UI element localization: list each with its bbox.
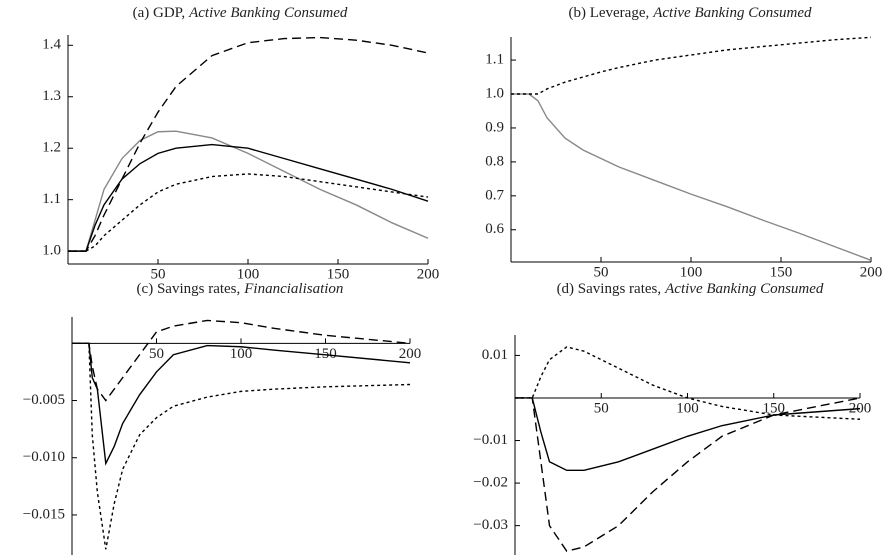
title-main: (a) GDP, — [133, 5, 186, 21]
x-tick-label: 200 — [399, 346, 422, 362]
title-emphasis: Active Banking Consumed — [652, 5, 812, 21]
panel-title: (d) Savings rates, Active Banking Consume… — [557, 281, 824, 297]
y-tick-label: −0.010 — [23, 449, 65, 465]
series-line — [68, 173, 429, 252]
series-line — [72, 319, 411, 402]
series-line — [511, 93, 872, 261]
panel: (a) GDP, Active Banking Consumed 50 100 150 2… — [42, 5, 439, 282]
x-tick-label: 150 — [763, 400, 786, 416]
series-line — [72, 342, 411, 550]
y-tick-label: −0.005 — [23, 392, 65, 408]
series-line — [68, 36, 429, 252]
x-tick-label: 200 — [417, 266, 440, 282]
y-tick-label: −0.01 — [473, 432, 508, 448]
y-tick-label: 0.01 — [482, 347, 508, 363]
y-tick-label: 1.1 — [42, 191, 61, 207]
y-tick-label: 1.1 — [485, 52, 504, 68]
series-line — [515, 346, 861, 420]
y-tick-label: 1.0 — [42, 243, 61, 259]
x-tick-label: 200 — [860, 264, 883, 280]
panel-title: (a) GDP, Active Banking Consumed — [133, 5, 348, 21]
y-tick-label: −0.02 — [473, 475, 508, 491]
title-main: (d) Savings rates, — [557, 281, 662, 297]
x-tick-label: 100 — [237, 266, 260, 282]
panel-title: (b) Leverage, Active Banking Consumed — [568, 5, 812, 21]
y-tick-label: 0.8 — [485, 153, 504, 169]
series-line — [515, 397, 861, 472]
y-tick-label: 1.3 — [42, 88, 61, 104]
y-tick-label: 0.9 — [485, 119, 504, 135]
x-tick-label: 50 — [594, 264, 609, 280]
title-main: (b) Leverage, — [568, 5, 649, 21]
series-line — [511, 36, 872, 95]
x-tick-label: 100 — [680, 264, 703, 280]
y-tick-label: −0.03 — [473, 517, 508, 533]
title-emphasis: Active Banking Consumed — [188, 5, 348, 21]
title-emphasis: Financialisation — [243, 281, 343, 297]
x-tick-label: 50 — [594, 400, 609, 416]
y-tick-label: 1.2 — [42, 140, 61, 156]
x-tick-label: 200 — [849, 400, 872, 416]
panel-title: (c) Savings rates, Financialisation — [137, 281, 344, 297]
x-tick-label: 150 — [314, 346, 337, 362]
series-line — [515, 397, 861, 552]
title-main: (c) Savings rates, — [137, 281, 241, 297]
x-tick-label: 50 — [151, 266, 166, 282]
series-line — [72, 342, 411, 466]
panel: (d) Savings rates, Active Banking Consume… — [473, 281, 871, 555]
series-line — [68, 130, 429, 252]
x-tick-label: 150 — [327, 266, 350, 282]
y-tick-label: 1.4 — [42, 37, 61, 53]
x-tick-label: 50 — [149, 346, 164, 362]
x-tick-label: 100 — [230, 346, 253, 362]
series-line — [68, 143, 429, 252]
x-tick-label: 100 — [676, 400, 699, 416]
y-tick-label: 0.7 — [485, 187, 504, 203]
panel: (b) Leverage, Active Banking Consumed 50 10… — [485, 5, 882, 280]
y-tick-label: 0.6 — [485, 221, 504, 237]
panel: (c) Savings rates, Financialisation 50 100 1… — [23, 281, 421, 555]
y-tick-label: −0.015 — [23, 506, 65, 522]
y-tick-label: 1.0 — [485, 85, 504, 101]
title-emphasis: Active Banking Consumed — [664, 281, 824, 297]
x-tick-label: 150 — [770, 264, 793, 280]
